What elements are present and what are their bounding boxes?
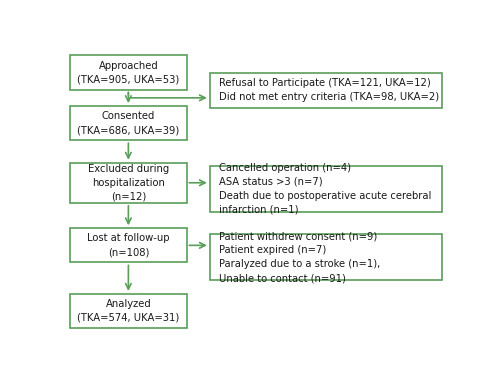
FancyBboxPatch shape xyxy=(70,163,186,203)
Text: Patient withdrew consent (n=9)
Patient expired (n=7)
Paralyzed due to a stroke (: Patient withdrew consent (n=9) Patient e… xyxy=(220,231,380,283)
FancyBboxPatch shape xyxy=(70,55,186,90)
FancyBboxPatch shape xyxy=(70,294,186,328)
FancyBboxPatch shape xyxy=(210,166,442,212)
Text: Analyzed
(TKA=574, UKA=31): Analyzed (TKA=574, UKA=31) xyxy=(77,299,180,323)
Text: Refusal to Participate (TKA=121, UKA=12)
Did not met entry criteria (TKA=98, UKA: Refusal to Participate (TKA=121, UKA=12)… xyxy=(220,79,440,103)
FancyBboxPatch shape xyxy=(210,234,442,280)
FancyBboxPatch shape xyxy=(210,73,442,108)
FancyBboxPatch shape xyxy=(70,228,186,262)
Text: Approached
(TKA=905, UKA=53): Approached (TKA=905, UKA=53) xyxy=(77,60,180,84)
Text: Excluded during
hospitalization
(n=12): Excluded during hospitalization (n=12) xyxy=(88,164,169,202)
Text: Consented
(TKA=686, UKA=39): Consented (TKA=686, UKA=39) xyxy=(77,111,180,135)
Text: Lost at follow-up
(n=108): Lost at follow-up (n=108) xyxy=(87,233,170,257)
FancyBboxPatch shape xyxy=(70,106,186,140)
Text: Cancelled operation (n=4)
ASA status >3 (n=7)
Death due to postoperative acute c: Cancelled operation (n=4) ASA status >3 … xyxy=(220,163,432,215)
